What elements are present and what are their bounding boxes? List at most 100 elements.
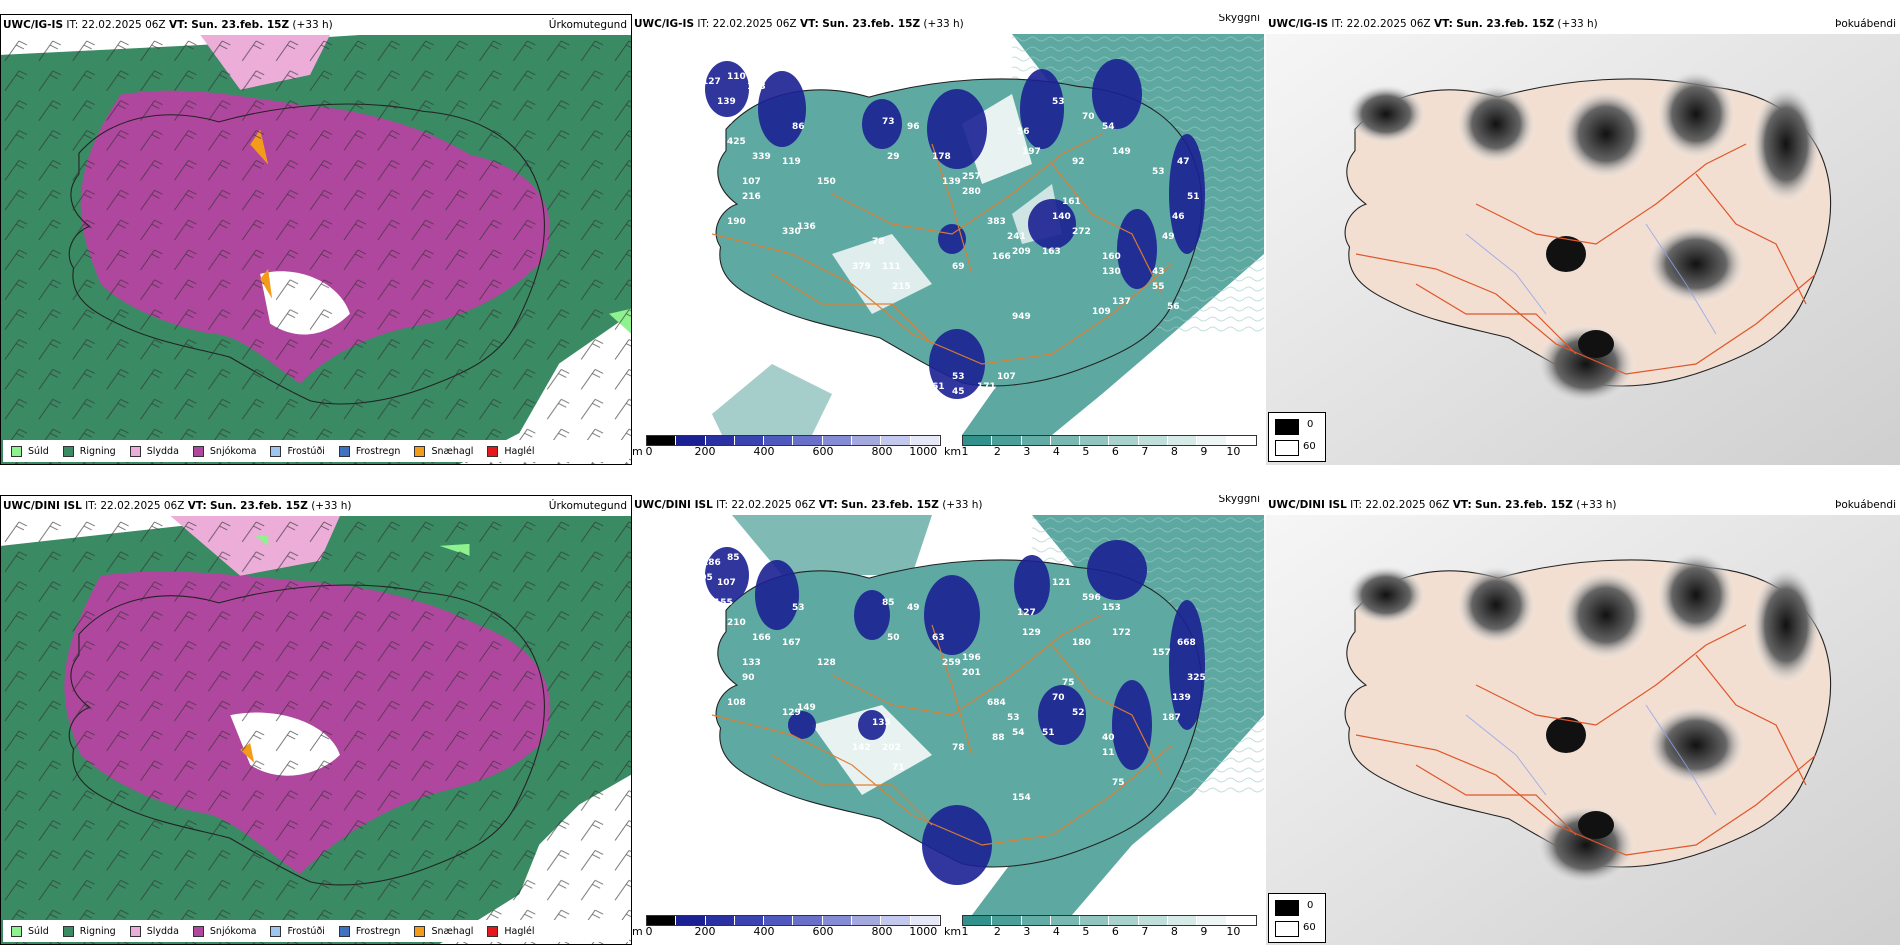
precip-header: UWC/DINI ISL IT: 22.02.2025 06Z VT: Sun.…: [1, 496, 631, 516]
cloud-base-label: 108: [727, 698, 746, 708]
cloud-base-label: 56: [1017, 127, 1030, 137]
cloud-base-label: 53: [1007, 713, 1020, 723]
cloud-base-label: 379: [852, 262, 871, 272]
cloud-base-label: 72: [747, 563, 760, 573]
cloud-base-label: 140: [1052, 212, 1071, 222]
cloud-base-label: 166: [992, 252, 1011, 262]
cloud-base-label: 88: [992, 733, 1005, 743]
cloud-base-label: 63: [932, 633, 945, 643]
cloud-header: UWC/IG-IS IT: 22.02.2025 06Z VT: Sun. 23…: [632, 14, 1264, 34]
cloud-base-label: 383: [987, 217, 1006, 227]
cloud-base-label: 47: [1177, 157, 1190, 167]
legend-swatch-drizzle: [11, 925, 22, 937]
fog-map[interactable]: [1266, 34, 1900, 465]
fog-map[interactable]: [1266, 515, 1900, 945]
cloud-base-label: 107: [742, 177, 761, 187]
cloud-base-label: 172: [1112, 628, 1131, 638]
cloud-base-label: 55: [1152, 282, 1165, 292]
cloud-base-label: 111: [882, 262, 901, 272]
precip-panel-row2: UWC/DINI ISL IT: 22.02.2025 06Z VT: Sun.…: [0, 495, 632, 945]
cloud-base-label: 53: [1152, 167, 1165, 177]
cloud-base-label: 78: [952, 743, 965, 753]
cloud-base-label: 129: [782, 708, 801, 718]
fog-legend-swatch-light: [1275, 440, 1299, 456]
precip-header: UWC/IG-IS IT: 22.02.2025 06Z VT: Sun. 23…: [1, 15, 631, 35]
cloud-base-label: 75: [1062, 678, 1075, 688]
cloud-base-label: 142: [852, 743, 871, 753]
cloud-base-label: 668: [1177, 638, 1196, 648]
cloud-base-label: 325: [1187, 673, 1206, 683]
fog-panel-row1: UWC/IG-IS IT: 22.02.2025 06Z VT: Sun. 23…: [1266, 14, 1900, 465]
cloud-map[interactable]: 186 85 72 53 107 205 155 210 166 167 128 133 90 108 12…: [632, 515, 1264, 915]
cloud-base-label: 178: [932, 152, 951, 162]
cloud-base-label: 129: [1022, 628, 1041, 638]
cloud-base-label: 167: [782, 638, 801, 648]
cloud-base-label: 86: [792, 122, 805, 132]
fog-rivers: [1465, 223, 1717, 335]
cloud-base-label: 171: [977, 382, 996, 392]
cloud-base-label: 92: [1072, 157, 1085, 167]
cloud-base-label: 51: [1042, 728, 1055, 738]
cloud-height-colorbar: m 0 200 400 600 800 1000: [632, 913, 941, 943]
legend-swatch-hail: [487, 925, 499, 937]
cloud-base-label: 139: [1172, 693, 1191, 703]
cloud-base-label: 52: [1072, 708, 1085, 718]
precip-title: Úrkomutegund: [548, 500, 627, 512]
cloud-base-label: 123: [747, 82, 766, 92]
cloud-base-label: 133: [742, 658, 761, 668]
cloud-base-label: 40: [1102, 733, 1115, 743]
cloud-base-label: 127: [702, 77, 721, 87]
legend-swatch-rain: [62, 925, 74, 937]
precip-title: Úrkomutegund: [548, 19, 627, 31]
fog-legend-row1: 0 60: [1268, 412, 1326, 462]
cloud-base-label: 107: [997, 372, 1016, 382]
cloud-base-label: 29: [887, 152, 900, 162]
cloud-base-label: 49: [1162, 232, 1175, 242]
precip-map[interactable]: [1, 516, 631, 944]
cloud-base-label: 135: [872, 718, 891, 728]
visibility-colorbar: km 1 2 3 4 5 6 7 8 9 10: [944, 433, 1257, 463]
wind-barbs: [1, 35, 631, 464]
legend-swatch-freezing-drizzle: [270, 925, 282, 937]
cloud-base-label: 53: [792, 603, 805, 613]
cloud-base-label: 107: [717, 578, 736, 588]
low-cloud-patches: [705, 59, 1205, 399]
cloud-title: Skyggni: [1218, 495, 1261, 505]
cloud-panel-row1: UWC/IG-IS IT: 22.02.2025 06Z VT: Sun. 23…: [632, 14, 1264, 465]
legend-swatch-snow-grains: [414, 925, 426, 937]
cloud-base-label: 149: [1112, 147, 1131, 157]
cloud-base-label: 196: [962, 653, 981, 663]
cloud-base-label: 163: [1042, 247, 1061, 257]
visibility-colorbar: km 1 2 3 4 5 6 7 8 9 10: [944, 913, 1257, 943]
cloud-base-label: 202: [882, 743, 901, 753]
precip-panel-row1: UWC/IG-IS IT: 22.02.2025 06Z VT: Sun. 23…: [0, 14, 632, 465]
cloud-base-label: 119: [714, 117, 733, 127]
cloud-base-label: 43: [1152, 267, 1165, 277]
cloud-base-label: 45: [952, 387, 965, 397]
cloud-base-label: 90: [742, 673, 755, 683]
cloud-map[interactable]: 127 110 123 86 139 8 119 425 339 119 150 107 216 190 3…: [632, 34, 1264, 435]
fog-legend-swatch-dark: [1275, 419, 1299, 435]
precip-legend: Súld Rigning Slydda Snjókoma Frostúði Fr…: [3, 440, 629, 462]
fog-title: Þokuábendi: [1835, 499, 1896, 511]
cloud-base-label: 166: [752, 633, 771, 643]
cloud-base-label: 85: [882, 598, 895, 608]
cloud-base-label: 136: [797, 222, 816, 232]
precip-map[interactable]: [1, 35, 631, 464]
cloud-base-label: 160: [1102, 252, 1121, 262]
cloud-base-label: 121: [1052, 578, 1071, 588]
cloud-base-label: 75: [1112, 778, 1125, 788]
cloud-base-label: 157: [1152, 648, 1171, 658]
cloud-base-label: 425: [727, 137, 746, 147]
cloud-base-label: 187: [1162, 713, 1181, 723]
cloud-base-label: 259: [942, 658, 961, 668]
legend-swatch-snow: [192, 925, 204, 937]
cloud-base-label: 257: [962, 172, 981, 182]
legend-swatch-sleet: [129, 445, 141, 457]
cloud-base-label: 71: [892, 763, 905, 773]
fog-header: UWC/IG-IS IT: 22.02.2025 06Z VT: Sun. 23…: [1266, 14, 1900, 34]
cloud-base-label: 73: [882, 117, 895, 127]
cloud-base-label: 54: [1012, 728, 1025, 738]
cloud-base-label: 153: [1102, 603, 1121, 613]
fog-legend-swatch-light: [1275, 921, 1299, 937]
